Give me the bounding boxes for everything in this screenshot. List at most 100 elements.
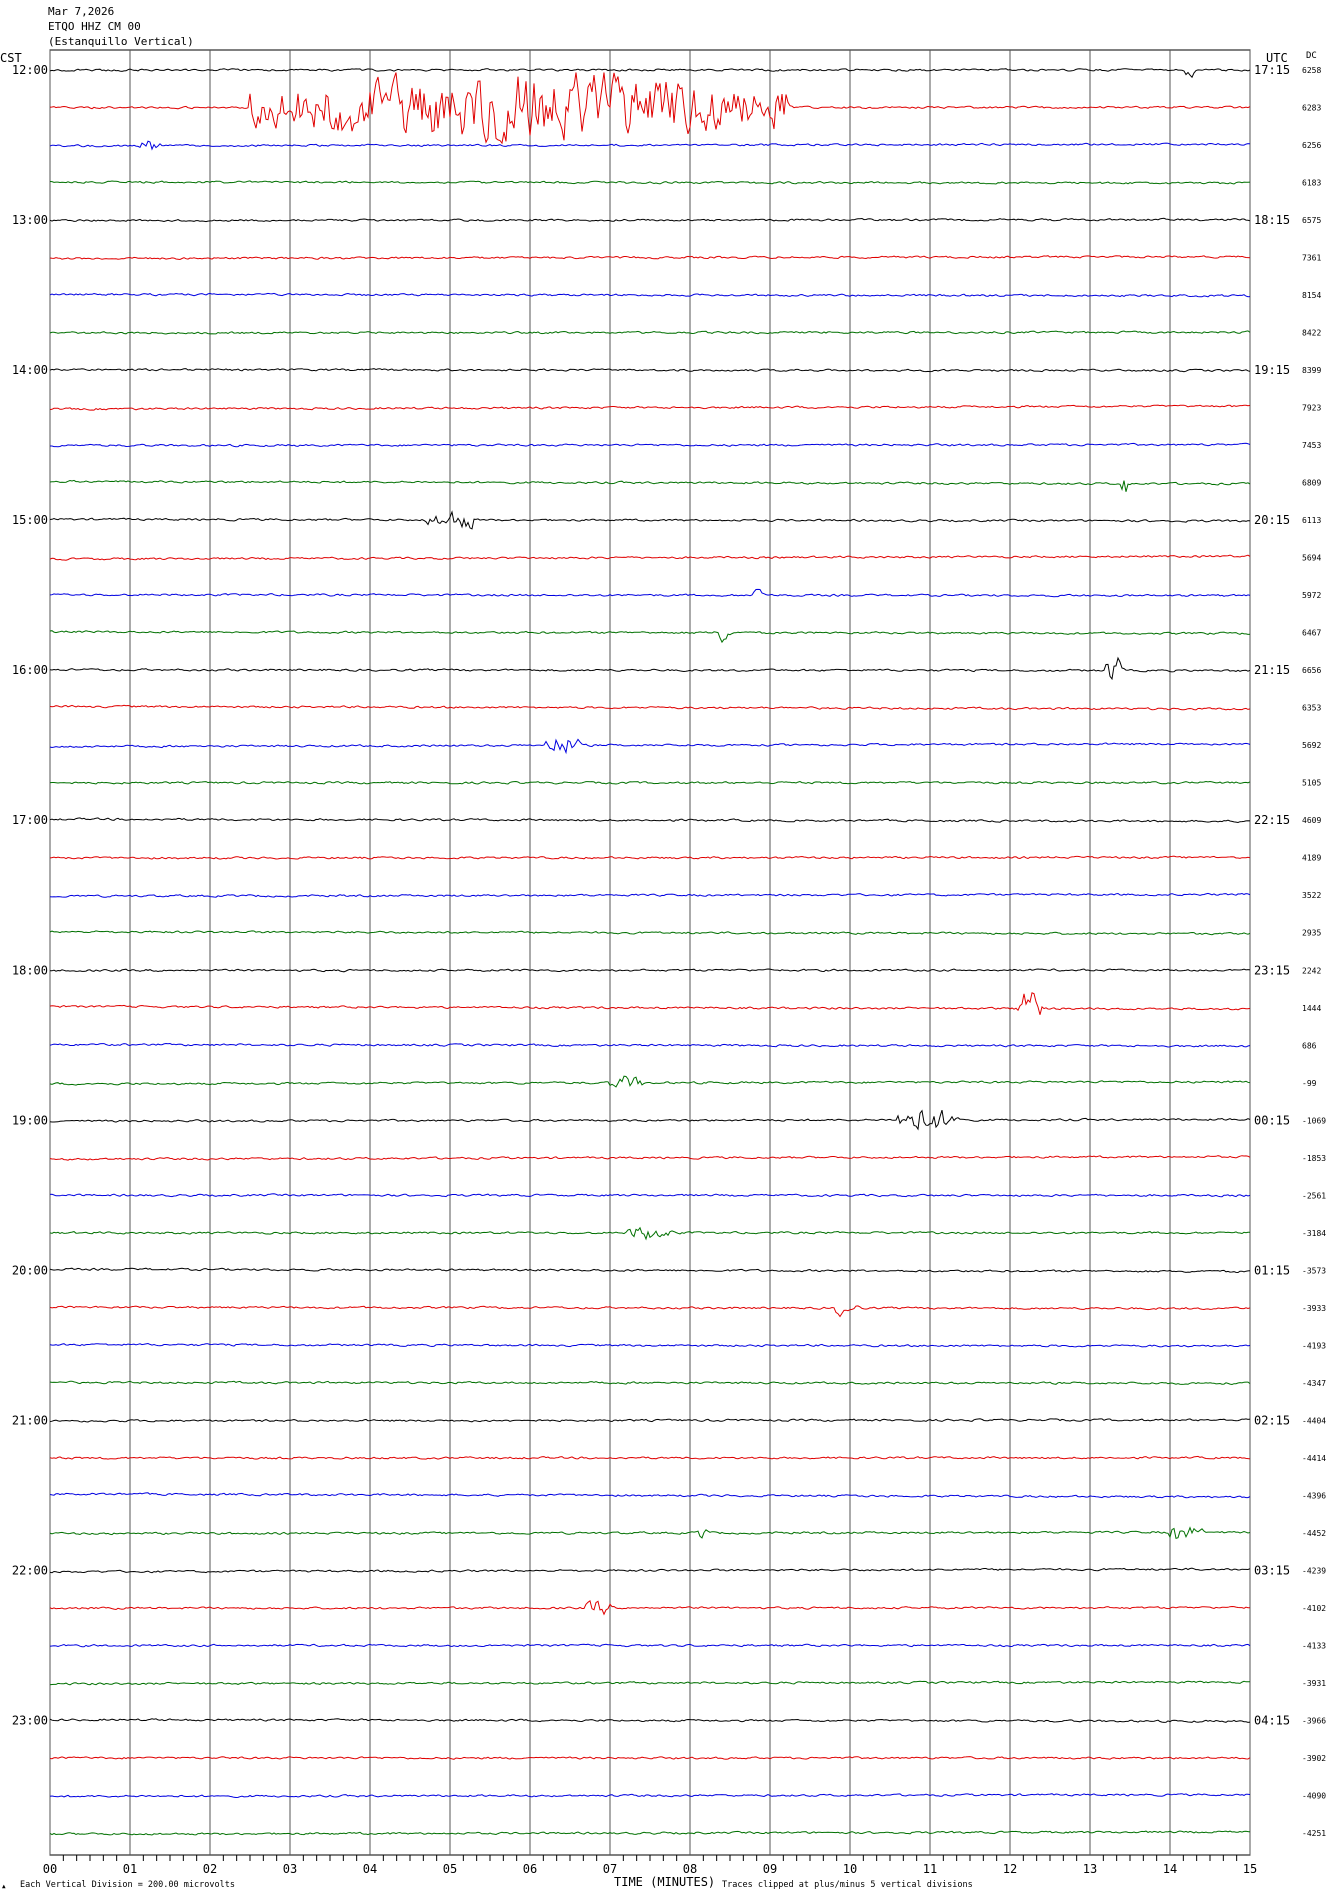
x-tick-label: 12 <box>1003 1862 1017 1876</box>
cst-hour-label: 21:00 <box>12 1413 48 1427</box>
seismic-trace <box>49 510 1251 530</box>
cst-axis-label: CST <box>0 51 22 65</box>
station-label: ETQO HHZ CM 00 <box>48 20 141 33</box>
dc-offset-label: 5105 <box>1302 779 1321 788</box>
plot-frame <box>49 49 1251 1856</box>
clip-note: Traces clipped at plus/minus 5 vertical … <box>722 1880 973 1890</box>
cst-hour-label: 12:00 <box>12 63 48 77</box>
seismic-trace <box>49 704 1251 711</box>
seismic-trace <box>49 892 1251 898</box>
dc-offset-label: 5692 <box>1302 741 1321 750</box>
seismic-trace <box>49 630 1251 644</box>
seismic-trace <box>49 656 1251 681</box>
dc-offset-label: 8422 <box>1302 329 1321 338</box>
dc-offset-label: -3933 <box>1302 1304 1326 1313</box>
seismic-trace <box>49 1380 1251 1386</box>
seismic-trace <box>49 588 1251 598</box>
seismic-trace <box>49 1342 1251 1348</box>
location-label: (Estanquillo Vertical) <box>48 35 194 48</box>
utc-hour-label: 03:15 <box>1254 1563 1290 1577</box>
dc-offset-label: 8399 <box>1302 366 1321 375</box>
utc-hour-label: 18:15 <box>1254 213 1290 227</box>
seismic-trace <box>49 72 1251 145</box>
dc-offset-label: -1853 <box>1302 1154 1326 1163</box>
date-label: Mar 7,2026 <box>48 5 115 18</box>
seismic-trace <box>49 1567 1251 1574</box>
dc-offset-label: 8154 <box>1302 291 1321 300</box>
x-tick-label: 09 <box>763 1862 777 1876</box>
seismic-trace <box>49 1305 1251 1318</box>
seismic-trace <box>49 1418 1251 1423</box>
utc-hour-label: 19:15 <box>1254 363 1290 377</box>
seismic-trace <box>49 1155 1251 1161</box>
utc-hour-label: 20:15 <box>1254 513 1290 527</box>
seismic-trace <box>49 1793 1251 1799</box>
utc-hour-label: 22:15 <box>1254 813 1290 827</box>
cst-hour-label: 15:00 <box>12 513 48 527</box>
seismic-trace <box>49 292 1251 298</box>
dc-offset-label: 7923 <box>1302 404 1321 413</box>
x-tick-label: 03 <box>283 1862 297 1876</box>
dc-offset-label: -4414 <box>1302 1454 1326 1463</box>
dc-offset-label: -99 <box>1302 1079 1317 1088</box>
utc-hour-label: 23:15 <box>1254 963 1290 977</box>
cst-hour-label: 14:00 <box>12 363 48 377</box>
seismic-trace <box>49 404 1251 411</box>
dc-offset-label: 6113 <box>1302 516 1321 525</box>
seismic-trace <box>49 1193 1251 1198</box>
x-tick-label: 14 <box>1163 1862 1177 1876</box>
seismic-trace <box>49 180 1251 185</box>
seismic-trace <box>49 992 1251 1015</box>
dc-offset-label: 686 <box>1302 1041 1317 1050</box>
cst-hour-label: 22:00 <box>12 1563 48 1577</box>
dc-offset-label: -3184 <box>1302 1229 1326 1238</box>
seismic-trace <box>49 1042 1251 1048</box>
dc-offset-label: -2561 <box>1302 1191 1326 1200</box>
seismic-trace <box>49 217 1251 223</box>
dc-offset-label: 1444 <box>1302 1004 1321 1013</box>
seismic-trace <box>49 855 1251 860</box>
seismic-trace <box>49 1756 1251 1760</box>
axis-labels: CST UTC DC TIME (MINUTES) Each Vertical … <box>0 51 1326 1890</box>
seismic-trace <box>49 1226 1251 1241</box>
x-tick-label: 02 <box>203 1862 217 1876</box>
minute-gridlines <box>49 49 1251 1861</box>
seismic-trace <box>49 1599 1250 1616</box>
seismic-trace <box>49 1830 1251 1836</box>
seismic-trace <box>49 1643 1251 1648</box>
dc-offset-label: -3573 <box>1302 1266 1326 1275</box>
x-tick-label: 08 <box>683 1862 697 1876</box>
seismic-trace <box>49 930 1251 936</box>
seismic-trace <box>49 817 1251 824</box>
footer-mark: ▲ <box>2 1883 6 1890</box>
dc-axis-label: DC <box>1306 51 1317 61</box>
dc-offset-label: -4239 <box>1302 1566 1326 1575</box>
seismic-trace <box>49 1267 1251 1274</box>
dc-offset-label: -4133 <box>1302 1641 1326 1650</box>
seismic-trace <box>49 255 1251 261</box>
seismic-trace <box>49 1526 1251 1540</box>
dc-offset-label: 2242 <box>1302 966 1321 975</box>
dc-offset-label: 4609 <box>1302 816 1321 825</box>
x-tick-label: 15 <box>1243 1862 1257 1876</box>
dc-offset-label: 5972 <box>1302 591 1321 600</box>
dc-offset-label: 2935 <box>1302 929 1321 938</box>
x-tick-label: 11 <box>923 1862 937 1876</box>
dc-offset-label: -4404 <box>1302 1416 1326 1425</box>
seismic-trace <box>49 968 1251 973</box>
dc-offset-label: -4193 <box>1302 1341 1326 1350</box>
dc-offset-label: 7361 <box>1302 254 1321 263</box>
seismic-trace <box>50 442 1251 448</box>
seismic-trace <box>49 140 1251 151</box>
dc-offset-label: -4102 <box>1302 1604 1326 1613</box>
dc-offset-label: -3931 <box>1302 1679 1326 1688</box>
plot-header: Mar 7,2026 ETQO HHZ CM 00 (Estanquillo V… <box>48 4 194 49</box>
dc-offset-label: 6283 <box>1302 104 1321 113</box>
x-tick-label: 04 <box>363 1862 377 1876</box>
dc-offset-label: 6353 <box>1302 704 1321 713</box>
cst-hour-label: 19:00 <box>12 1113 48 1127</box>
seismic-trace <box>49 1109 1251 1131</box>
dc-offset-label: 6467 <box>1302 629 1321 638</box>
seismic-trace <box>49 738 1251 755</box>
